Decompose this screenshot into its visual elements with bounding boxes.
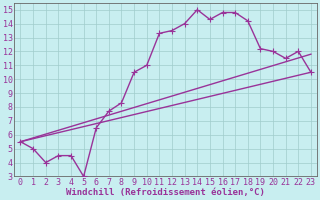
X-axis label: Windchill (Refroidissement éolien,°C): Windchill (Refroidissement éolien,°C) (66, 188, 265, 197)
